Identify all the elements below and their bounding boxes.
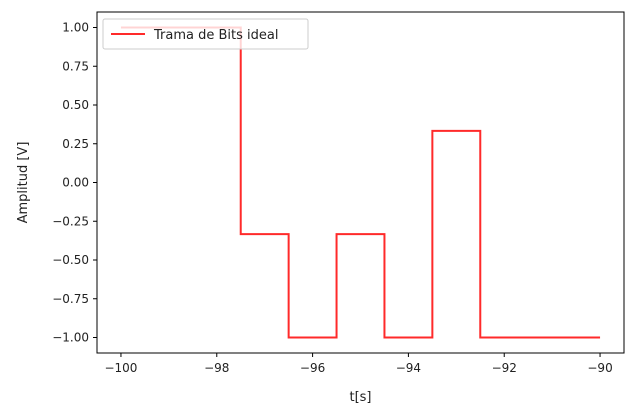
legend: Trama de Bits ideal (102, 18, 309, 50)
y-axis-label: Amplitud [V] (16, 142, 31, 224)
legend-box (102, 18, 309, 50)
legend-label: Trama de Bits ideal (153, 28, 278, 43)
x-axis-label: t[s] (349, 390, 371, 405)
x-tick-label: −98 (204, 361, 229, 375)
axes-ticks: −100 −98 −96 −94 −92 −90 1.00 0.75 0.50 0.25 0.00 −… (52, 21, 612, 376)
axes-frame (96, 11, 625, 354)
y-tick-label: 1.00 (62, 21, 89, 35)
y-tick-label: 0.50 (62, 98, 89, 112)
y-tick-label: 0.75 (62, 59, 89, 73)
series-line-0 (120, 26, 601, 339)
y-tick-label: −0.25 (52, 214, 89, 228)
y-tick-label: 0.25 (62, 137, 89, 151)
x-tick-label: −94 (396, 361, 421, 375)
y-tick-label: −0.75 (52, 292, 89, 306)
x-tick-label: −100 (104, 361, 137, 375)
y-tick-label: −1.00 (52, 331, 89, 345)
x-tick-label: −96 (300, 361, 325, 375)
x-tick-label: −92 (492, 361, 517, 375)
x-tick-label: −90 (587, 361, 612, 375)
y-tick-label: −0.50 (52, 253, 89, 267)
y-tick-label: 0.00 (62, 176, 89, 190)
plot-area (120, 26, 601, 339)
